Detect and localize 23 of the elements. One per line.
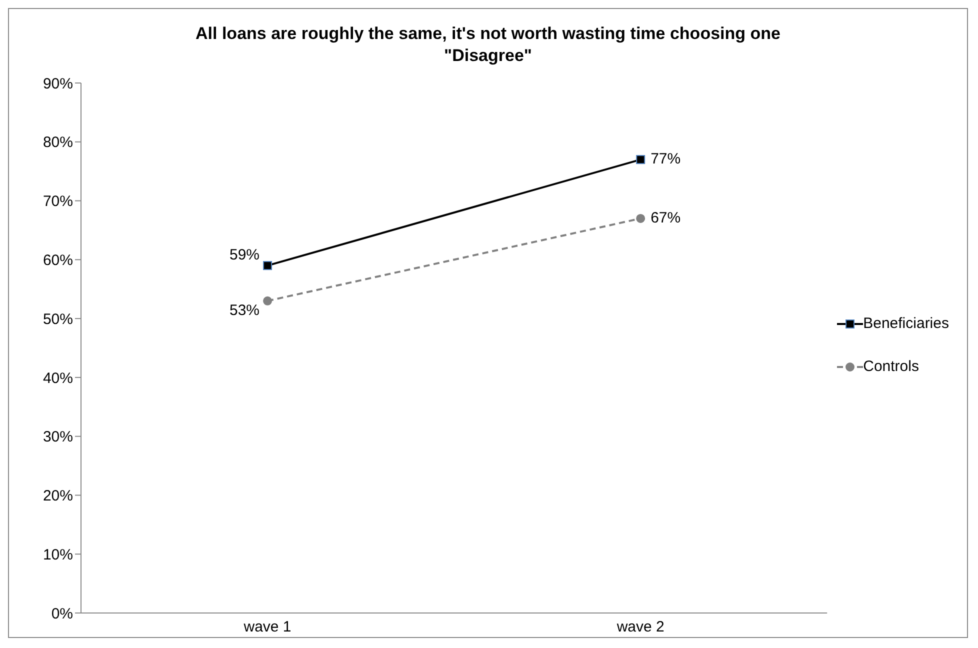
point — [263, 296, 272, 306]
x-tick-label: wave 1 — [242, 618, 292, 636]
y-tick-label: 20% — [42, 488, 73, 505]
y-tick-label: 10% — [42, 546, 73, 564]
y-tick-label: 90% — [42, 75, 73, 92]
y-tick-label: 60% — [42, 252, 73, 269]
chart-title: All loans are roughly the same, it's not worth wasting time choosing one "Disagree" — [194, 23, 782, 67]
y-tick-label: 80% — [42, 134, 73, 152]
point — [263, 261, 272, 270]
point — [636, 155, 646, 164]
legend-label: Controls — [863, 358, 919, 375]
y-tick-label: 0% — [51, 605, 73, 622]
x-tick-label: wave 2 — [616, 618, 664, 636]
point — [636, 214, 646, 223]
y-tick-label: 40% — [42, 370, 73, 387]
data-label: 67% — [650, 209, 681, 226]
y-tick-label: 50% — [42, 310, 73, 328]
data-label: 59% — [229, 246, 260, 264]
data-label: 77% — [650, 150, 681, 168]
y-tick-label: 30% — [42, 428, 73, 446]
y-tick-label: 70% — [42, 193, 73, 210]
data-label: 53% — [229, 302, 260, 319]
legend-label: Beneficiaries — [863, 315, 949, 332]
